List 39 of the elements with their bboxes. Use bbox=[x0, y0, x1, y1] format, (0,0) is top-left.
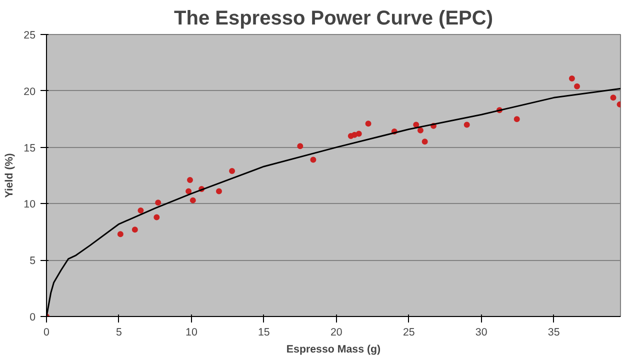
point bbox=[186, 188, 192, 194]
point bbox=[365, 120, 372, 127]
x-tick-label: 35 bbox=[548, 326, 560, 338]
point bbox=[187, 177, 193, 184]
chart-title: The Espresso Power Curve (EPC) bbox=[174, 8, 493, 30]
point bbox=[154, 214, 160, 220]
point bbox=[610, 94, 616, 101]
point bbox=[132, 226, 138, 233]
y-tick-label: 10 bbox=[24, 198, 36, 211]
point bbox=[310, 156, 316, 163]
x-axis-title: Espresso Mass (g) bbox=[286, 344, 382, 356]
x-tick-label: 20 bbox=[330, 326, 342, 338]
y-tick-label: 25 bbox=[24, 30, 36, 42]
y-tick-label: 0 bbox=[30, 312, 36, 324]
point bbox=[216, 188, 222, 194]
x-tick-label: 10 bbox=[186, 326, 198, 338]
point bbox=[117, 231, 124, 238]
point bbox=[514, 116, 520, 122]
point bbox=[413, 122, 420, 128]
x-tick-label: 15 bbox=[258, 326, 270, 338]
point bbox=[155, 200, 162, 206]
point bbox=[229, 168, 236, 174]
y-axis-title: Yield (%) bbox=[4, 152, 16, 198]
y-tick-label: 20 bbox=[24, 86, 36, 98]
y-tick-label: 15 bbox=[24, 142, 36, 154]
point bbox=[138, 207, 144, 214]
x-tick-label: 25 bbox=[402, 326, 415, 338]
x-tick-label: 5 bbox=[116, 326, 122, 338]
x-tick-label: 30 bbox=[475, 326, 488, 338]
point bbox=[568, 75, 575, 82]
point bbox=[574, 83, 580, 90]
point bbox=[422, 138, 428, 145]
point bbox=[190, 197, 196, 204]
x-tick-label: 0 bbox=[44, 326, 50, 338]
point bbox=[464, 122, 470, 128]
point bbox=[417, 127, 424, 134]
point bbox=[356, 130, 362, 137]
point bbox=[297, 143, 304, 150]
y-tick-label: 5 bbox=[30, 255, 36, 268]
